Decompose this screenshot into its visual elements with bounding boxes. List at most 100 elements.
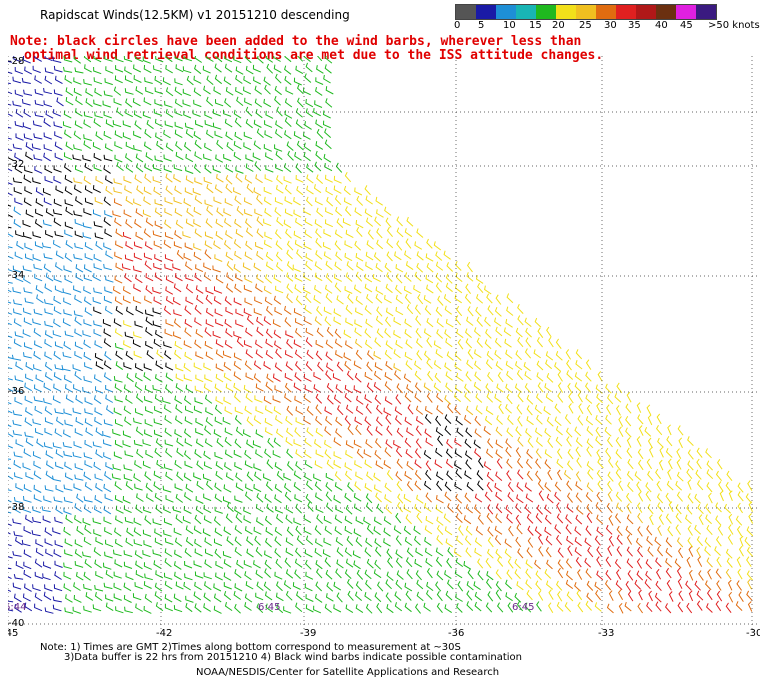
wind-barb [53,89,63,96]
wind-barb [144,385,153,394]
wind-barb [373,516,382,526]
wind-barb [495,294,502,305]
wind-barb [385,307,394,317]
wind-barb [205,417,213,427]
wind-barb [153,296,162,305]
wind-barb [234,438,242,449]
wind-barb [617,589,624,600]
wind-barb [93,273,101,282]
wind-barb [8,126,12,129]
wind-barb [515,361,523,371]
wind-barb [668,591,674,602]
wind-barb [153,240,162,249]
wind-barb [72,407,82,415]
wind-barb [135,570,144,579]
wind-barb [8,346,12,349]
wind-barb [246,548,254,558]
wind-barb [535,458,542,469]
latitude-label: -36 [8,386,24,397]
wind-barb [687,525,693,536]
wind-barb [686,556,692,568]
wind-barb [506,458,513,469]
wind-barb [537,327,544,338]
wind-barb [556,469,563,481]
wind-barb [255,406,264,415]
wind-barb [517,436,524,447]
wind-barb [93,505,102,514]
wind-barb [345,504,353,515]
wind-barb [315,150,323,161]
wind-barb [645,570,652,581]
wind-barb [123,582,132,592]
wind-barb [233,590,241,600]
wind-barb [13,299,23,306]
wind-barb [63,265,72,273]
wind-barb [74,67,84,74]
wind-barb [373,484,382,493]
wind-barb [334,514,343,524]
wind-barb [145,87,154,95]
wind-barb [143,562,152,570]
wind-barb [45,272,54,282]
wind-barb [104,143,113,152]
wind-barb [587,469,594,480]
wind-barb [184,438,193,447]
wind-barb [407,404,414,415]
wind-barb [223,372,232,382]
wind-barb [533,349,541,359]
wind-barb [556,448,563,459]
wind-barb [174,429,183,438]
wind-barb [215,99,224,107]
wind-barb [473,581,481,591]
wind-barb [334,195,342,206]
wind-barb [515,426,522,437]
wind-barb [44,584,53,592]
wind-barb [114,154,123,163]
wind-barb [646,601,653,613]
wind-barb [296,535,304,546]
wind-barb [125,572,134,581]
wind-barb [63,526,71,536]
wind-barb [454,283,463,294]
wind-barb [115,419,124,427]
wind-barb [233,352,242,361]
wind-barb [233,263,241,273]
wind-barb [45,548,54,557]
wind-barb [476,470,483,481]
wind-barb [516,581,524,591]
wind-barb [343,352,352,361]
wind-barb [243,285,252,293]
wind-barb [184,319,193,328]
wind-barb [565,349,572,360]
wind-barb [366,558,374,569]
wind-barb [304,229,313,239]
wind-barb [164,580,173,590]
wind-barb [136,185,144,195]
wind-barb [615,469,622,480]
wind-barb [103,196,111,206]
wind-barb [134,582,143,590]
wind-barb [135,305,144,315]
wind-barb [135,408,144,416]
wind-barb [204,231,214,239]
wind-barb [332,373,341,382]
wind-barb [234,536,242,547]
wind-barb [386,603,394,614]
wind-barb [113,451,122,459]
wind-barb [235,426,244,436]
wind-barb [54,230,64,238]
wind-barb [8,289,12,293]
wind-barb [93,329,102,337]
wind-barb [526,547,533,558]
wind-barb [252,440,261,448]
wind-barb [64,419,74,427]
wind-barb [36,294,44,304]
wind-barb [135,504,143,514]
wind-barb [275,229,282,240]
wind-barb [716,459,723,470]
wind-barb [405,360,413,370]
wind-barb [435,306,443,317]
wind-barb [215,373,224,383]
wind-barb [568,392,574,404]
wind-barb [706,603,713,613]
